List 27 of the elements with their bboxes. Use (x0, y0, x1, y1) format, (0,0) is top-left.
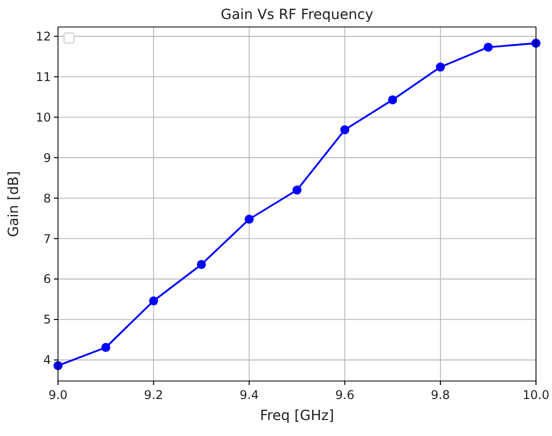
point (196, 260, 206, 269)
point (149, 296, 158, 306)
y-tick-label: 12 (36, 30, 51, 44)
y-tick-label: 10 (36, 110, 51, 124)
y-tick-label: 5 (43, 312, 51, 327)
x-axis-title: Freq [GHz] (260, 408, 334, 424)
point (101, 342, 110, 352)
y-tick-label: 7 (43, 232, 51, 246)
x-tick-label: 10.0 (522, 388, 550, 402)
point (340, 125, 350, 134)
point (388, 95, 398, 104)
y-tick-label: 4 (43, 353, 51, 368)
x-tick-label: 9.6 (335, 388, 354, 402)
y-axis-title: Gain [dB] (6, 170, 22, 238)
x-tick-label: 9.2 (144, 388, 164, 402)
y-tick-label: 8 (43, 191, 51, 206)
chart-title: Gain Vs RF Frequency (220, 7, 374, 23)
y-tick-label: 11 (36, 70, 51, 84)
x-tick-label: 9.4 (240, 388, 259, 402)
point (436, 62, 445, 72)
y-tick-label: 9 (43, 150, 51, 165)
x-tick-label: 9.0 (48, 388, 68, 402)
y-tick-label: 6 (43, 272, 51, 286)
point (292, 186, 302, 195)
point (244, 214, 254, 224)
point (484, 42, 493, 52)
x-tick-label: 9.8 (430, 388, 450, 402)
